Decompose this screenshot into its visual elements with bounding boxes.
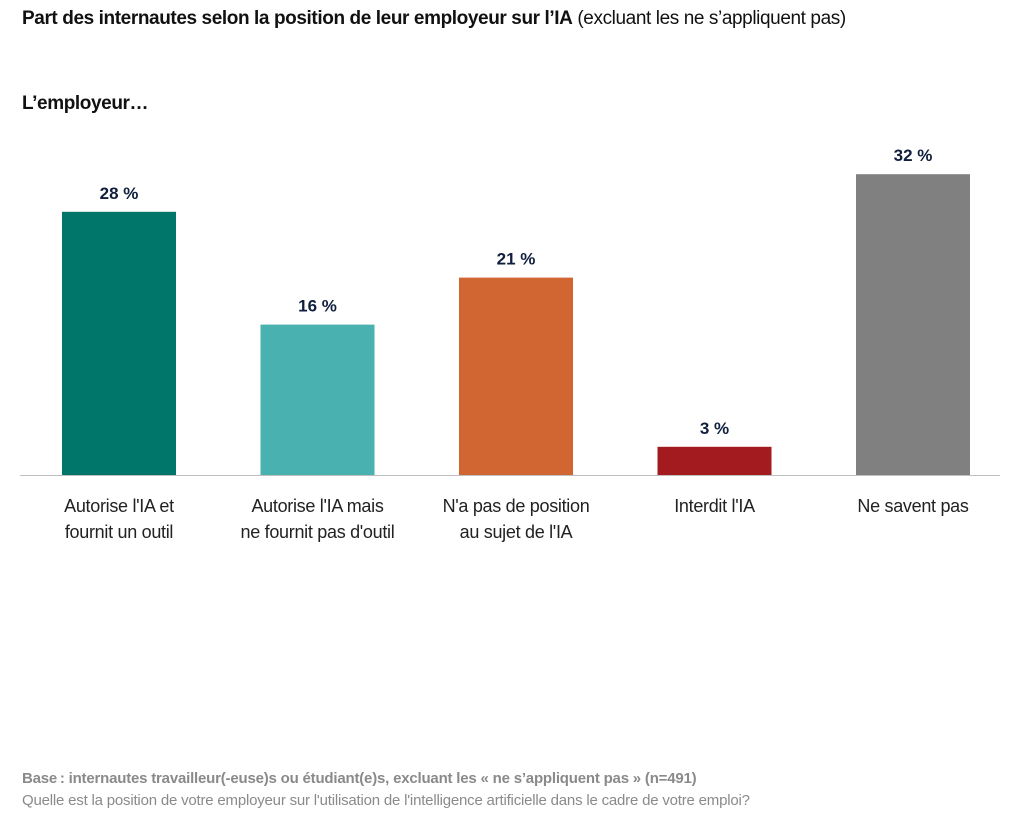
chart-title-main: Part des internautes selon la position d… bbox=[22, 8, 573, 29]
x-tick-label: fournit un outil bbox=[65, 522, 173, 542]
chart-title: Part des internautes selon la position d… bbox=[22, 8, 846, 30]
data-label: 3 % bbox=[700, 419, 729, 438]
x-tick-label: Autorise l'IA mais bbox=[251, 496, 383, 516]
bar bbox=[260, 324, 375, 475]
data-label: 16 % bbox=[298, 297, 337, 316]
bar bbox=[856, 174, 970, 475]
x-tick-label: N'a pas de position bbox=[443, 496, 590, 516]
x-tick-label: au sujet de l'IA bbox=[460, 522, 573, 542]
footer-base: Base : internautes travailleur(-euse)s o… bbox=[22, 770, 697, 787]
x-tick-label: Interdit l'IA bbox=[674, 496, 755, 516]
bar bbox=[459, 277, 573, 475]
chart-subtitle: L’employeur… bbox=[22, 93, 149, 114]
x-tick-label: Ne savent pas bbox=[857, 496, 968, 516]
chart-title-note: (excluant les ne s’appliquent pas) bbox=[577, 8, 846, 29]
data-label: 28 % bbox=[100, 184, 139, 203]
data-label: 21 % bbox=[497, 250, 536, 269]
footer-question: Quelle est la position de votre employeu… bbox=[22, 792, 750, 809]
bar bbox=[657, 446, 772, 475]
bar bbox=[62, 211, 176, 476]
data-label: 32 % bbox=[894, 146, 933, 165]
x-tick-label: Autorise l'IA et bbox=[64, 496, 174, 516]
bar-chart: 28 % Autorise l'IA et fournit un outil 16 %… bbox=[20, 146, 1000, 542]
x-tick-label: ne fournit pas d'outil bbox=[241, 522, 395, 542]
